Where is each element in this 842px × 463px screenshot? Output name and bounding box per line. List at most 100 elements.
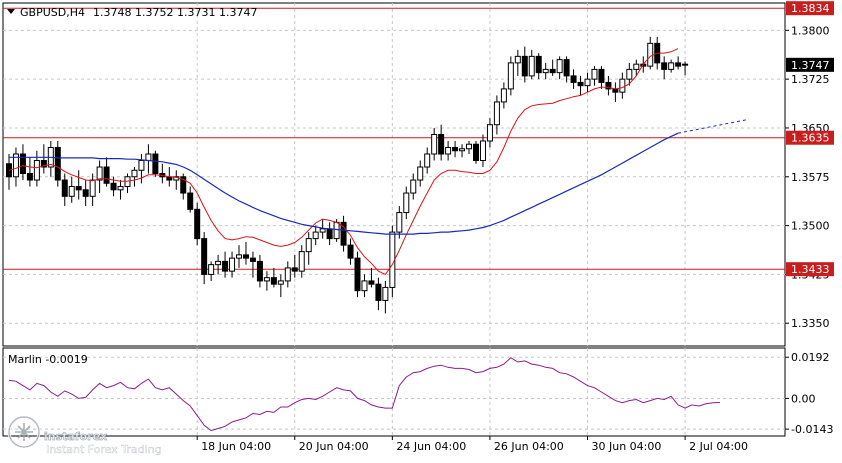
candle-bullish (466, 143, 473, 150)
price-tag-box (786, 57, 834, 72)
candle-bearish (675, 62, 682, 67)
level-tag-label: 1.3433 (791, 263, 830, 276)
candle-bearish (354, 257, 361, 292)
indicator-axis: 0.0192 0.00 -0.0143 (785, 351, 833, 436)
candle-bearish (256, 260, 263, 282)
level-tag (786, 262, 834, 277)
candle-bearish (242, 254, 249, 259)
candle-bullish (493, 101, 500, 126)
tagline-text: Instant Forex Trading (46, 443, 162, 456)
candle-bearish (201, 238, 208, 275)
x-tick-label: 24 Jun 04:00 (396, 440, 466, 453)
candle-bearish (291, 267, 298, 272)
candle-bearish (19, 153, 26, 175)
candle-bearish (472, 143, 479, 162)
candle-bearish (61, 179, 68, 197)
candle-bullish (459, 148, 466, 152)
candle-bearish (521, 55, 528, 77)
candle-bearish (40, 160, 47, 168)
candle-bullish (403, 192, 410, 214)
candle-bearish (82, 189, 89, 197)
candle-bullish (96, 166, 103, 181)
candle-bullish (117, 186, 124, 191)
candle-bullish (514, 55, 521, 64)
candle-bullish (131, 169, 138, 178)
candle-bullish (382, 286, 389, 301)
candle-bearish (661, 62, 668, 70)
candle-bearish (570, 75, 577, 83)
candle-bullish (633, 63, 640, 70)
ind-tick-label: 0.0192 (791, 351, 830, 364)
candle-bearish (682, 63, 689, 66)
candle-bearish (110, 182, 117, 191)
candle-bullish (89, 179, 96, 197)
marlin-line (8, 357, 720, 432)
candle-bearish (347, 244, 354, 259)
candle-bearish (187, 192, 194, 210)
candle-bearish (563, 59, 570, 77)
candle-bullish (445, 146, 452, 155)
candle-bullish (298, 251, 305, 272)
x-tick-label: 26 Jun 04:00 (494, 440, 564, 453)
y-tick-label: 1.3725 (791, 73, 830, 86)
candle-bearish (340, 221, 347, 246)
candle-bearish (180, 176, 187, 194)
ma-fast-line (8, 48, 679, 276)
x-tick-label: 20 Jun 04:00 (299, 440, 369, 453)
candle-bullish (584, 78, 591, 87)
brand-text: instaforex (44, 430, 107, 443)
candle-bullish (277, 280, 284, 285)
candle-bullish (417, 166, 424, 181)
y-tick-label: 1.3575 (791, 171, 830, 184)
candle-bearish (452, 146, 459, 152)
level-tag (786, 1, 834, 16)
candle-bullish (215, 260, 222, 266)
candle-bearish (326, 228, 333, 240)
candle-bullish (424, 153, 431, 168)
x-tick-label: 30 Jun 04:00 (592, 440, 662, 453)
level-tag-label: 1.3635 (791, 132, 830, 145)
candle-bullish (500, 88, 507, 103)
candle-bullish (229, 257, 236, 272)
ma-slow-line (9, 132, 679, 235)
candle-bearish (270, 277, 277, 285)
candle-bullish (284, 267, 291, 282)
candle-bullish (33, 160, 40, 181)
ohlc-label: 1.3748 1.3752 1.3731 1.3747 (93, 6, 257, 19)
ind-tick-label: -0.0143 (791, 423, 833, 436)
indicator-grid (3, 348, 785, 436)
candle-bullish (263, 277, 270, 282)
candle-bullish (410, 179, 417, 194)
candle-bullish (333, 221, 340, 240)
candle-bullish (361, 280, 368, 292)
candle-bullish (619, 78, 626, 93)
candle-bullish (542, 68, 549, 74)
candle-bearish (375, 283, 382, 301)
candle-bearish (152, 153, 159, 175)
watermark: instaforex Instant Forex Trading (7, 415, 162, 456)
marlin-label: Marlin -0.0019 (8, 353, 88, 366)
candle-bearish (249, 257, 256, 262)
candle-bullish (431, 133, 438, 155)
candle-bearish (438, 133, 445, 155)
candle-bullish (507, 62, 514, 90)
candle-bullish (138, 160, 145, 171)
candle-bullish (479, 140, 486, 162)
main-pane-frame (2, 2, 786, 347)
candle-bullish (396, 212, 403, 233)
candle-bearish (222, 260, 229, 272)
candle-bearish (368, 280, 375, 285)
ind-tick-label: 0.00 (791, 392, 816, 405)
candle-bearish (75, 186, 82, 191)
price-axis: 1.38001.37251.36501.35751.35001.34251.33… (785, 24, 830, 330)
candle-bullish (556, 59, 563, 74)
dropdown-triangle-icon[interactable] (7, 9, 15, 14)
x-tick-label: 2 Jul 04:00 (689, 440, 748, 453)
candle-bullish (591, 68, 598, 80)
candle-bullish (319, 228, 326, 233)
level-tag-label: 1.3834 (791, 2, 830, 15)
indicator-pane-frame (2, 347, 786, 437)
candle-bearish (194, 208, 201, 240)
